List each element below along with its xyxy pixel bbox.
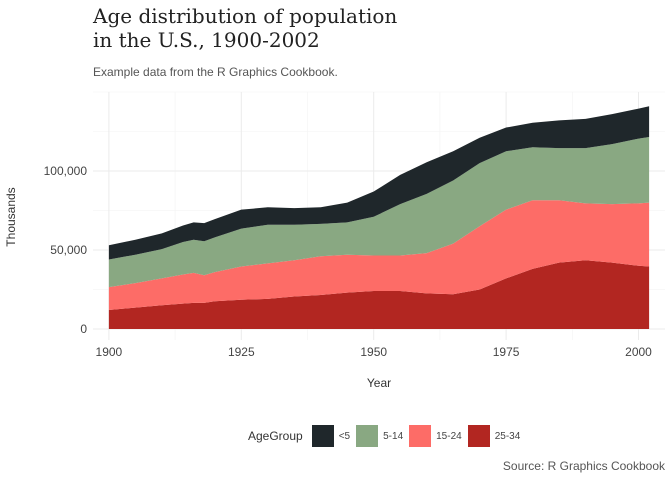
legend-title: AgeGroup xyxy=(248,429,303,443)
legend-label: 5-14 xyxy=(383,430,404,442)
area-series-group xyxy=(108,106,650,329)
legend-swatch xyxy=(356,425,379,447)
legend-swatch xyxy=(409,425,432,447)
x-tick-label: 1925 xyxy=(228,345,255,359)
x-axis-ticks: 1900 1925 1950 1975 2000 xyxy=(96,345,653,359)
legend-label: 15-24 xyxy=(436,430,462,442)
x-axis-title: Year xyxy=(367,376,391,390)
stacked-area-chart: 0 50,000 100,000 1900 1925 1950 1975 2000 Year… xyxy=(4,91,665,390)
x-tick-label: 2000 xyxy=(625,345,652,359)
legend-items: <5 5-14 15-24 25-34 xyxy=(311,425,527,447)
y-tick-label: 50,000 xyxy=(50,243,87,257)
legend-item: 5-14 xyxy=(356,425,403,447)
y-axis-ticks: 0 50,000 100,000 xyxy=(44,164,88,336)
y-axis-title: Thousands xyxy=(4,187,18,246)
x-tick-label: 1900 xyxy=(96,345,123,359)
x-tick-label: 1950 xyxy=(360,345,387,359)
chart-title: Age distribution of population in the U.… xyxy=(93,4,398,52)
x-tick-label: 1975 xyxy=(493,345,520,359)
legend-swatch xyxy=(311,425,334,447)
legend-swatch xyxy=(467,425,490,447)
area-series-15-24 xyxy=(108,200,650,310)
area-series-5-14 xyxy=(108,137,650,288)
legend-item: 25-34 xyxy=(467,425,521,447)
area-series-25-34 xyxy=(108,260,650,329)
y-tick-label: 100,000 xyxy=(44,164,88,178)
legend-label: 25-34 xyxy=(494,430,521,442)
legend-label: <5 xyxy=(338,430,351,442)
legend-item: <5 xyxy=(311,425,351,447)
chart-caption: Source: R Graphics Cookbook xyxy=(502,459,665,473)
chart-subtitle: Example data from the R Graphics Cookboo… xyxy=(93,65,338,79)
legend: AgeGroup <5 5-14 15-24 25-34 xyxy=(248,424,526,448)
y-tick-label: 0 xyxy=(80,322,87,336)
legend-item: 15-24 xyxy=(409,425,462,447)
area-series-<5 xyxy=(108,106,650,260)
